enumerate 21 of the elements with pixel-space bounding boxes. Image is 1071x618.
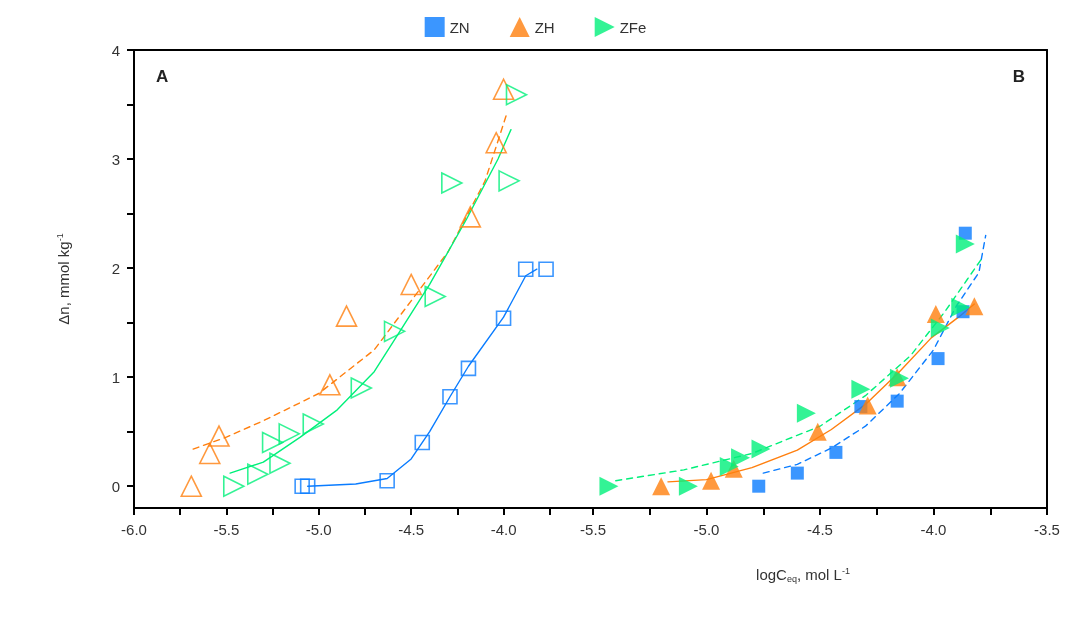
x-tick-label: -4.5 [398, 521, 425, 538]
annotation: A [156, 67, 169, 86]
legend-label: ZFe [619, 18, 647, 36]
legend-label: ZN [449, 18, 470, 36]
x-tick-label: -5.5 [580, 521, 606, 538]
x-tick-label: -5.5 [213, 521, 240, 538]
x-tick-label: -4.0 [490, 521, 517, 538]
x-tick-label: -5.0 [693, 521, 720, 538]
annotation: B [1012, 67, 1025, 86]
y-tick-label: 0 [111, 477, 120, 495]
y-tick-label: 2 [111, 259, 120, 277]
y-tick-label: 1 [111, 368, 120, 386]
x-tick-label: -3.5 [1034, 521, 1060, 538]
y-tick-label: 3 [111, 150, 120, 168]
x-tick-label: -4.0 [920, 521, 947, 538]
legend-label: ZH [534, 18, 555, 36]
y-axis-title: Δn, mmol kg-1 [54, 233, 72, 325]
x-tick-label: -6.0 [121, 521, 147, 538]
x-tick-label: -4.5 [807, 521, 833, 538]
y-tick-label: 4 [111, 41, 120, 59]
x-tick-label: -5.0 [305, 521, 332, 538]
